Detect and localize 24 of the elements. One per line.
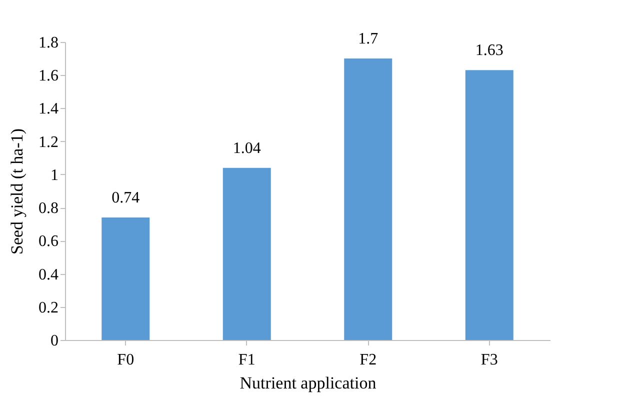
x-tick-label: F0: [117, 352, 134, 368]
bar: [344, 58, 392, 340]
bar: [465, 70, 514, 340]
y-tick-label: 0.6: [38, 233, 58, 250]
y-tick-label: 0.4: [38, 266, 58, 284]
x-axis-title: Nutrient application: [240, 374, 377, 392]
y-tick-label: 1.4: [38, 100, 58, 118]
bar: [222, 168, 271, 340]
y-tick-label: 1.6: [38, 68, 58, 85]
data-label: 0.74: [112, 189, 140, 206]
data-label: 1.7: [358, 30, 378, 48]
data-label: 1.04: [232, 140, 261, 157]
y-tick-label: 0.8: [38, 200, 58, 218]
x-tick-label: F3: [480, 352, 498, 368]
data-label: 1.63: [475, 42, 504, 60]
bar: [102, 217, 150, 340]
y-tick-label: 0: [50, 332, 58, 350]
y-tick-label: 1.2: [38, 134, 58, 151]
y-tick-label: 1.8: [38, 34, 58, 52]
x-tick-label: F1: [238, 352, 256, 368]
y-tick-label: 0.2: [38, 299, 58, 316]
y-tick-label: 1: [50, 166, 58, 184]
y-axis-title: Seed yield (t ha-1): [8, 128, 26, 255]
x-tick-label: F2: [360, 352, 377, 368]
